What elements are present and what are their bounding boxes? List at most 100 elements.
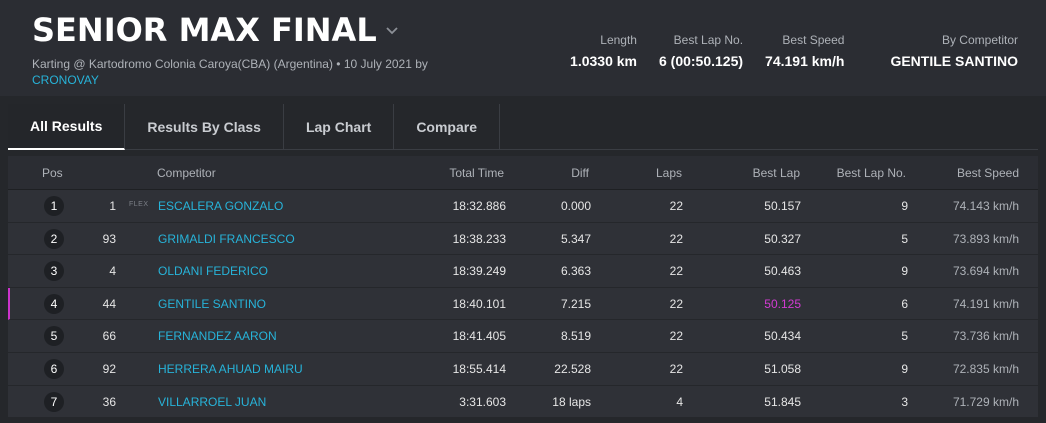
diff: 7.215 bbox=[560, 296, 591, 311]
event-header: SENIOR MAX FINAL Karting @ Kartodromo Co… bbox=[0, 0, 1046, 96]
laps: 22 bbox=[669, 231, 683, 246]
page-title: SENIOR MAX FINAL bbox=[32, 11, 377, 49]
col-total-time[interactable]: Total Time bbox=[449, 166, 504, 180]
best-speed: 73.694 km/h bbox=[952, 264, 1019, 279]
diff: 5.347 bbox=[560, 231, 591, 246]
event-subtitle: Karting @ Kartodromo Colonia Caroya(CBA)… bbox=[32, 56, 472, 88]
stat-value: 74.191 km/h bbox=[765, 53, 845, 69]
results-tabs: All Results Results By Class Lap Chart C… bbox=[8, 104, 1038, 150]
total-time: 18:41.405 bbox=[452, 329, 506, 344]
best-lap: 50.157 bbox=[764, 199, 801, 213]
col-best-lap-no[interactable]: Best Lap No. bbox=[836, 166, 906, 180]
stat-by-competitor: By Competitor GENTILE SANTINO bbox=[890, 32, 1018, 71]
title-row[interactable]: SENIOR MAX FINAL bbox=[32, 10, 399, 50]
kart-number: 92 bbox=[102, 361, 116, 376]
chevron-down-icon[interactable] bbox=[385, 23, 399, 37]
best-speed: 73.736 km/h bbox=[952, 329, 1019, 344]
best-lap: 50.463 bbox=[764, 264, 801, 279]
kart-number: 66 bbox=[102, 329, 116, 344]
class-tag: FLEX bbox=[129, 201, 149, 208]
stat-value: GENTILE SANTINO bbox=[890, 53, 1018, 69]
table-row[interactable]: 3 4 OLDANI FEDERICO 18:39.249 6.363 22 5… bbox=[8, 255, 1038, 288]
kart-number: 93 bbox=[102, 231, 116, 246]
kart-number: 1 bbox=[109, 199, 116, 213]
best-lap-no: 9 bbox=[901, 264, 908, 279]
competitor-name[interactable]: ESCALERA GONZALO bbox=[158, 199, 284, 213]
total-time: 18:55.414 bbox=[452, 361, 506, 376]
table-row-highlighted[interactable]: 4 44 GENTILE SANTINO 18:40.101 7.215 22 … bbox=[8, 287, 1038, 321]
position-badge: 4 bbox=[44, 293, 64, 314]
total-time: 18:39.249 bbox=[452, 264, 506, 279]
position-badge: 2 bbox=[44, 228, 64, 249]
stat-best-speed: Best Speed 74.191 km/h bbox=[765, 32, 844, 71]
stat-label: Best Lap No. bbox=[673, 33, 744, 47]
col-pos[interactable]: Pos bbox=[42, 166, 63, 180]
diff: 0.000 bbox=[560, 199, 591, 213]
organizer-link[interactable]: CRONOVAY bbox=[32, 73, 99, 87]
col-best-speed[interactable]: Best Speed bbox=[956, 166, 1019, 180]
event-details: Karting @ Kartodromo Colonia Caroya(CBA)… bbox=[32, 57, 428, 71]
competitor-name[interactable]: VILLARROEL JUAN bbox=[158, 394, 267, 409]
best-speed: 72.835 km/h bbox=[952, 361, 1019, 376]
table-row[interactable]: 5 66 FERNANDEZ AARON 18:41.405 8.519 22 … bbox=[8, 320, 1038, 353]
table-row[interactable]: 7 36 VILLARROEL JUAN 3:31.603 18 laps 4 … bbox=[8, 385, 1038, 419]
position-badge: 6 bbox=[44, 358, 64, 379]
best-lap-no: 6 bbox=[901, 296, 908, 311]
laps: 22 bbox=[669, 361, 683, 376]
tab-all-results[interactable]: All Results bbox=[8, 104, 126, 150]
table-row[interactable]: 6 92 HERRERA AHUAD MAIRU 18:55.414 22.52… bbox=[8, 352, 1038, 386]
col-competitor[interactable]: Competitor bbox=[157, 166, 216, 180]
table-header: Pos Competitor Total Time Diff Laps Best… bbox=[8, 156, 1038, 190]
col-diff[interactable]: Diff bbox=[571, 166, 589, 180]
best-lap-no: 9 bbox=[901, 199, 908, 213]
best-speed: 74.191 km/h bbox=[952, 296, 1019, 311]
total-time: 18:32.886 bbox=[452, 199, 506, 213]
kart-number: 36 bbox=[102, 394, 116, 409]
tab-lap-chart[interactable]: Lap Chart bbox=[284, 104, 395, 150]
best-speed: 71.729 km/h bbox=[952, 394, 1019, 409]
laps: 22 bbox=[669, 199, 683, 213]
competitor-name[interactable]: FERNANDEZ AARON bbox=[158, 329, 277, 344]
laps: 22 bbox=[669, 329, 683, 344]
laps: 22 bbox=[669, 264, 683, 279]
best-lap-no: 3 bbox=[901, 394, 908, 409]
kart-number: 4 bbox=[109, 264, 116, 279]
total-time: 18:40.101 bbox=[452, 296, 506, 311]
competitor-name[interactable]: GENTILE SANTINO bbox=[158, 296, 267, 311]
position-badge: 7 bbox=[44, 391, 64, 412]
competitor-name[interactable]: HERRERA AHUAD MAIRU bbox=[158, 361, 303, 376]
diff: 8.519 bbox=[560, 329, 591, 344]
diff: 18 laps bbox=[552, 394, 591, 409]
position-badge: 3 bbox=[44, 261, 64, 282]
stat-label: Length bbox=[600, 33, 637, 47]
position-badge: 1 bbox=[44, 196, 64, 216]
best-lap-overall: 50.125 bbox=[764, 296, 801, 311]
stat-label: By Competitor bbox=[941, 33, 1018, 47]
stat-label: Best Speed bbox=[782, 33, 845, 47]
best-lap: 51.058 bbox=[764, 361, 801, 376]
tab-compare[interactable]: Compare bbox=[394, 104, 500, 150]
col-best-lap[interactable]: Best Lap bbox=[752, 166, 800, 180]
position-badge: 5 bbox=[44, 326, 64, 347]
results-table: Pos Competitor Total Time Diff Laps Best… bbox=[8, 156, 1038, 419]
col-laps[interactable]: Laps bbox=[655, 166, 682, 180]
competitor-name[interactable]: OLDANI FEDERICO bbox=[158, 264, 269, 279]
best-lap-no: 5 bbox=[901, 231, 908, 246]
best-lap: 50.327 bbox=[764, 231, 801, 246]
table-row[interactable]: 2 93 GRIMALDI FRANCESCO 18:38.233 5.347 … bbox=[8, 222, 1038, 256]
total-time: 18:38.233 bbox=[452, 231, 506, 246]
best-speed: 73.893 km/h bbox=[952, 231, 1019, 246]
best-lap: 51.845 bbox=[764, 394, 801, 409]
best-lap-no: 9 bbox=[901, 361, 908, 376]
competitor-name[interactable]: GRIMALDI FRANCESCO bbox=[158, 231, 295, 246]
diff: 22.528 bbox=[554, 361, 591, 376]
best-lap: 50.434 bbox=[764, 329, 801, 344]
tab-results-by-class[interactable]: Results By Class bbox=[125, 104, 284, 150]
summary-stats: Length 1.0330 km Best Lap No. 6 (00:50.1… bbox=[548, 32, 1018, 71]
stat-length: Length 1.0330 km bbox=[570, 32, 637, 71]
laps: 4 bbox=[676, 394, 683, 409]
diff: 6.363 bbox=[560, 264, 591, 279]
table-row[interactable]: 1 1 FLEX ESCALERA GONZALO 18:32.886 0.00… bbox=[8, 190, 1038, 223]
best-lap-no: 5 bbox=[901, 329, 908, 344]
best-speed: 74.143 km/h bbox=[952, 199, 1019, 213]
